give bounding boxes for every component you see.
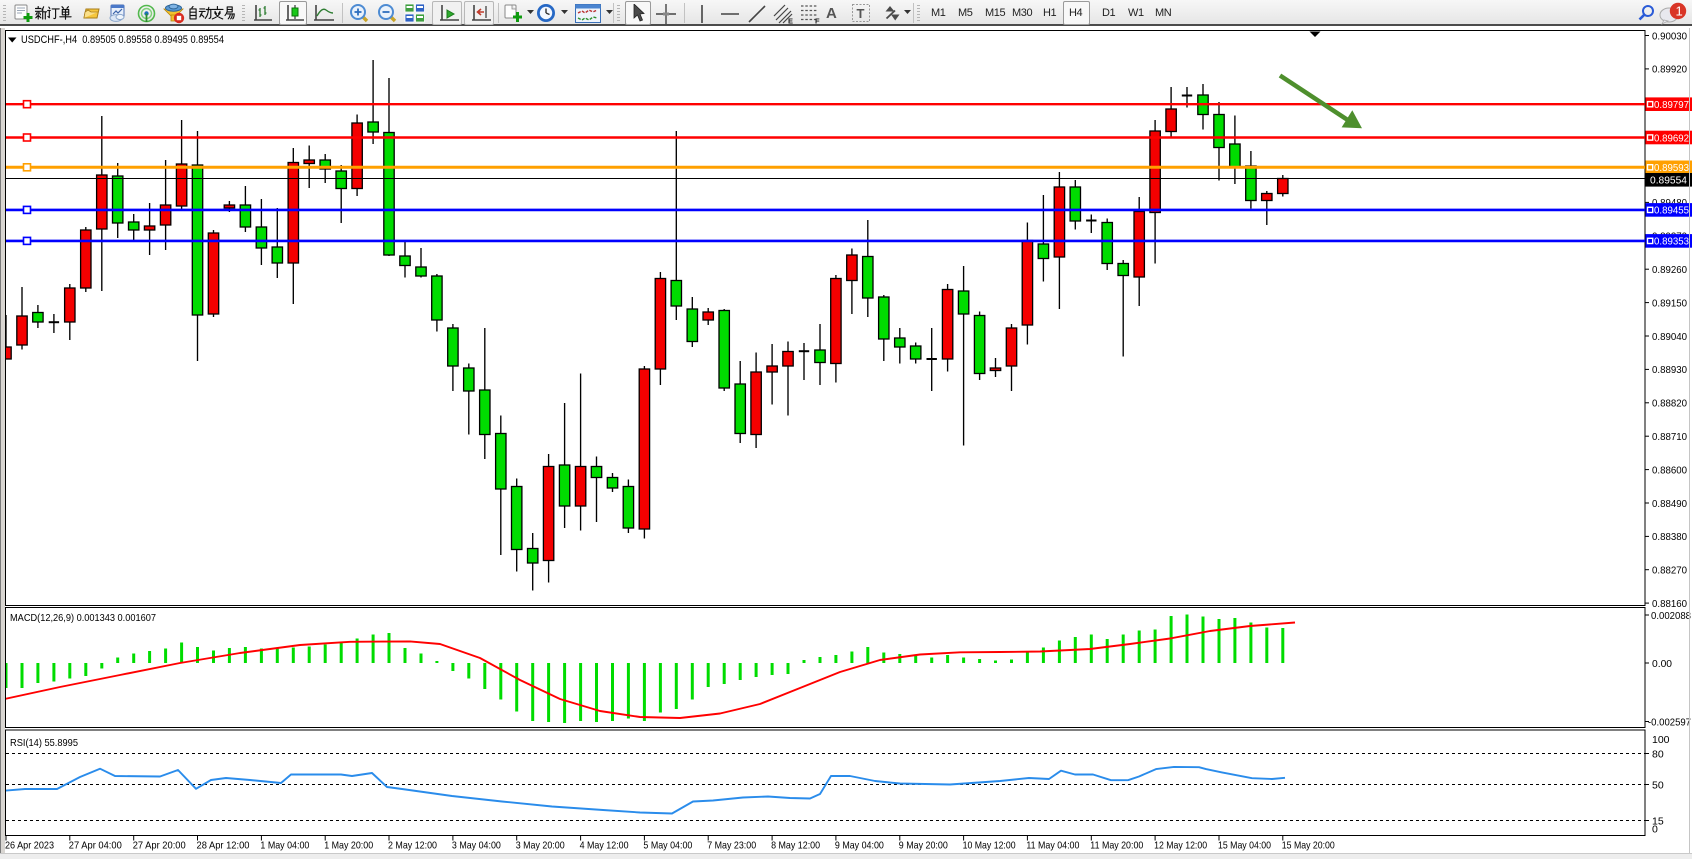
svg-text:0.89040: 0.89040 [1652,331,1687,343]
svg-text:80: 80 [1652,748,1664,760]
svg-text:27 Apr 20:00: 27 Apr 20:00 [133,840,186,852]
svg-text:0.89455: 0.89455 [1654,205,1689,217]
svg-text:100: 100 [1652,734,1670,746]
svg-text:0.90030: 0.90030 [1652,30,1687,42]
svg-text:1 May 04:00: 1 May 04:00 [260,840,309,852]
svg-text:7 May 23:00: 7 May 23:00 [707,840,756,852]
svg-text:0.88270: 0.88270 [1652,565,1687,577]
svg-text:15 May 20:00: 15 May 20:00 [1282,840,1335,852]
svg-text:0.00: 0.00 [1652,658,1672,670]
svg-text:28 Apr 12:00: 28 Apr 12:00 [197,840,250,852]
svg-text:0.89797: 0.89797 [1654,99,1689,111]
svg-text:2 May 12:00: 2 May 12:00 [388,840,437,852]
svg-text:26 Apr 2023: 26 Apr 2023 [5,840,54,852]
svg-text:3 May 20:00: 3 May 20:00 [516,840,565,852]
svg-text:12 May 12:00: 12 May 12:00 [1154,840,1207,852]
svg-text:11 May 04:00: 11 May 04:00 [1026,840,1079,852]
svg-text:3 May 04:00: 3 May 04:00 [452,840,501,852]
svg-text:9 May 20:00: 9 May 20:00 [899,840,948,852]
svg-text:1: 1 [1676,4,1683,19]
svg-text:0.002088: 0.002088 [1651,610,1691,622]
svg-text:5 May 04:00: 5 May 04:00 [643,840,692,852]
svg-text:-0.002597: -0.002597 [1648,716,1691,728]
svg-text:0.88490: 0.88490 [1652,498,1687,510]
svg-text:0.89692: 0.89692 [1654,132,1689,144]
svg-text:0.88710: 0.88710 [1652,431,1687,443]
svg-text:0.89593: 0.89593 [1654,162,1689,174]
svg-text:10 May 12:00: 10 May 12:00 [963,840,1016,852]
svg-text:0.88600: 0.88600 [1652,464,1687,476]
svg-text:15 May 04:00: 15 May 04:00 [1218,840,1271,852]
svg-text:0.88380: 0.88380 [1652,531,1687,543]
svg-text:4 May 12:00: 4 May 12:00 [580,840,629,852]
svg-text:27 Apr 04:00: 27 Apr 04:00 [69,840,122,852]
svg-text:T: T [857,6,865,21]
svg-text:0.89920: 0.89920 [1652,64,1687,76]
svg-text:0.89554: 0.89554 [1650,175,1687,187]
svg-text:1 May 20:00: 1 May 20:00 [324,840,373,852]
svg-text:11 May 20:00: 11 May 20:00 [1090,840,1143,852]
svg-text:50: 50 [1652,779,1664,791]
svg-text:0.89260: 0.89260 [1652,264,1687,276]
svg-text:USDCHF-,H4 0.89505 0.89558 0.: USDCHF-,H4 0.89505 0.89558 0.89495 0.895… [21,34,224,46]
svg-text:0.89353: 0.89353 [1654,236,1689,248]
svg-text:F: F [815,17,820,25]
svg-text:8 May 12:00: 8 May 12:00 [771,840,820,852]
svg-text:9 May 04:00: 9 May 04:00 [835,840,884,852]
svg-text:E: E [788,17,793,25]
svg-text:0: 0 [1652,823,1658,835]
svg-text:MACD(12,26,9) 0.001343 0.00160: MACD(12,26,9) 0.001343 0.001607 [10,612,156,624]
svg-text:0.88160: 0.88160 [1652,598,1687,610]
svg-text:RSI(14) 55.8995: RSI(14) 55.8995 [10,737,78,749]
svg-text:0.88930: 0.88930 [1652,364,1687,376]
svg-text:15: 15 [1652,815,1664,827]
svg-text:0.88820: 0.88820 [1652,398,1687,410]
svg-text:0.89150: 0.89150 [1652,297,1687,309]
